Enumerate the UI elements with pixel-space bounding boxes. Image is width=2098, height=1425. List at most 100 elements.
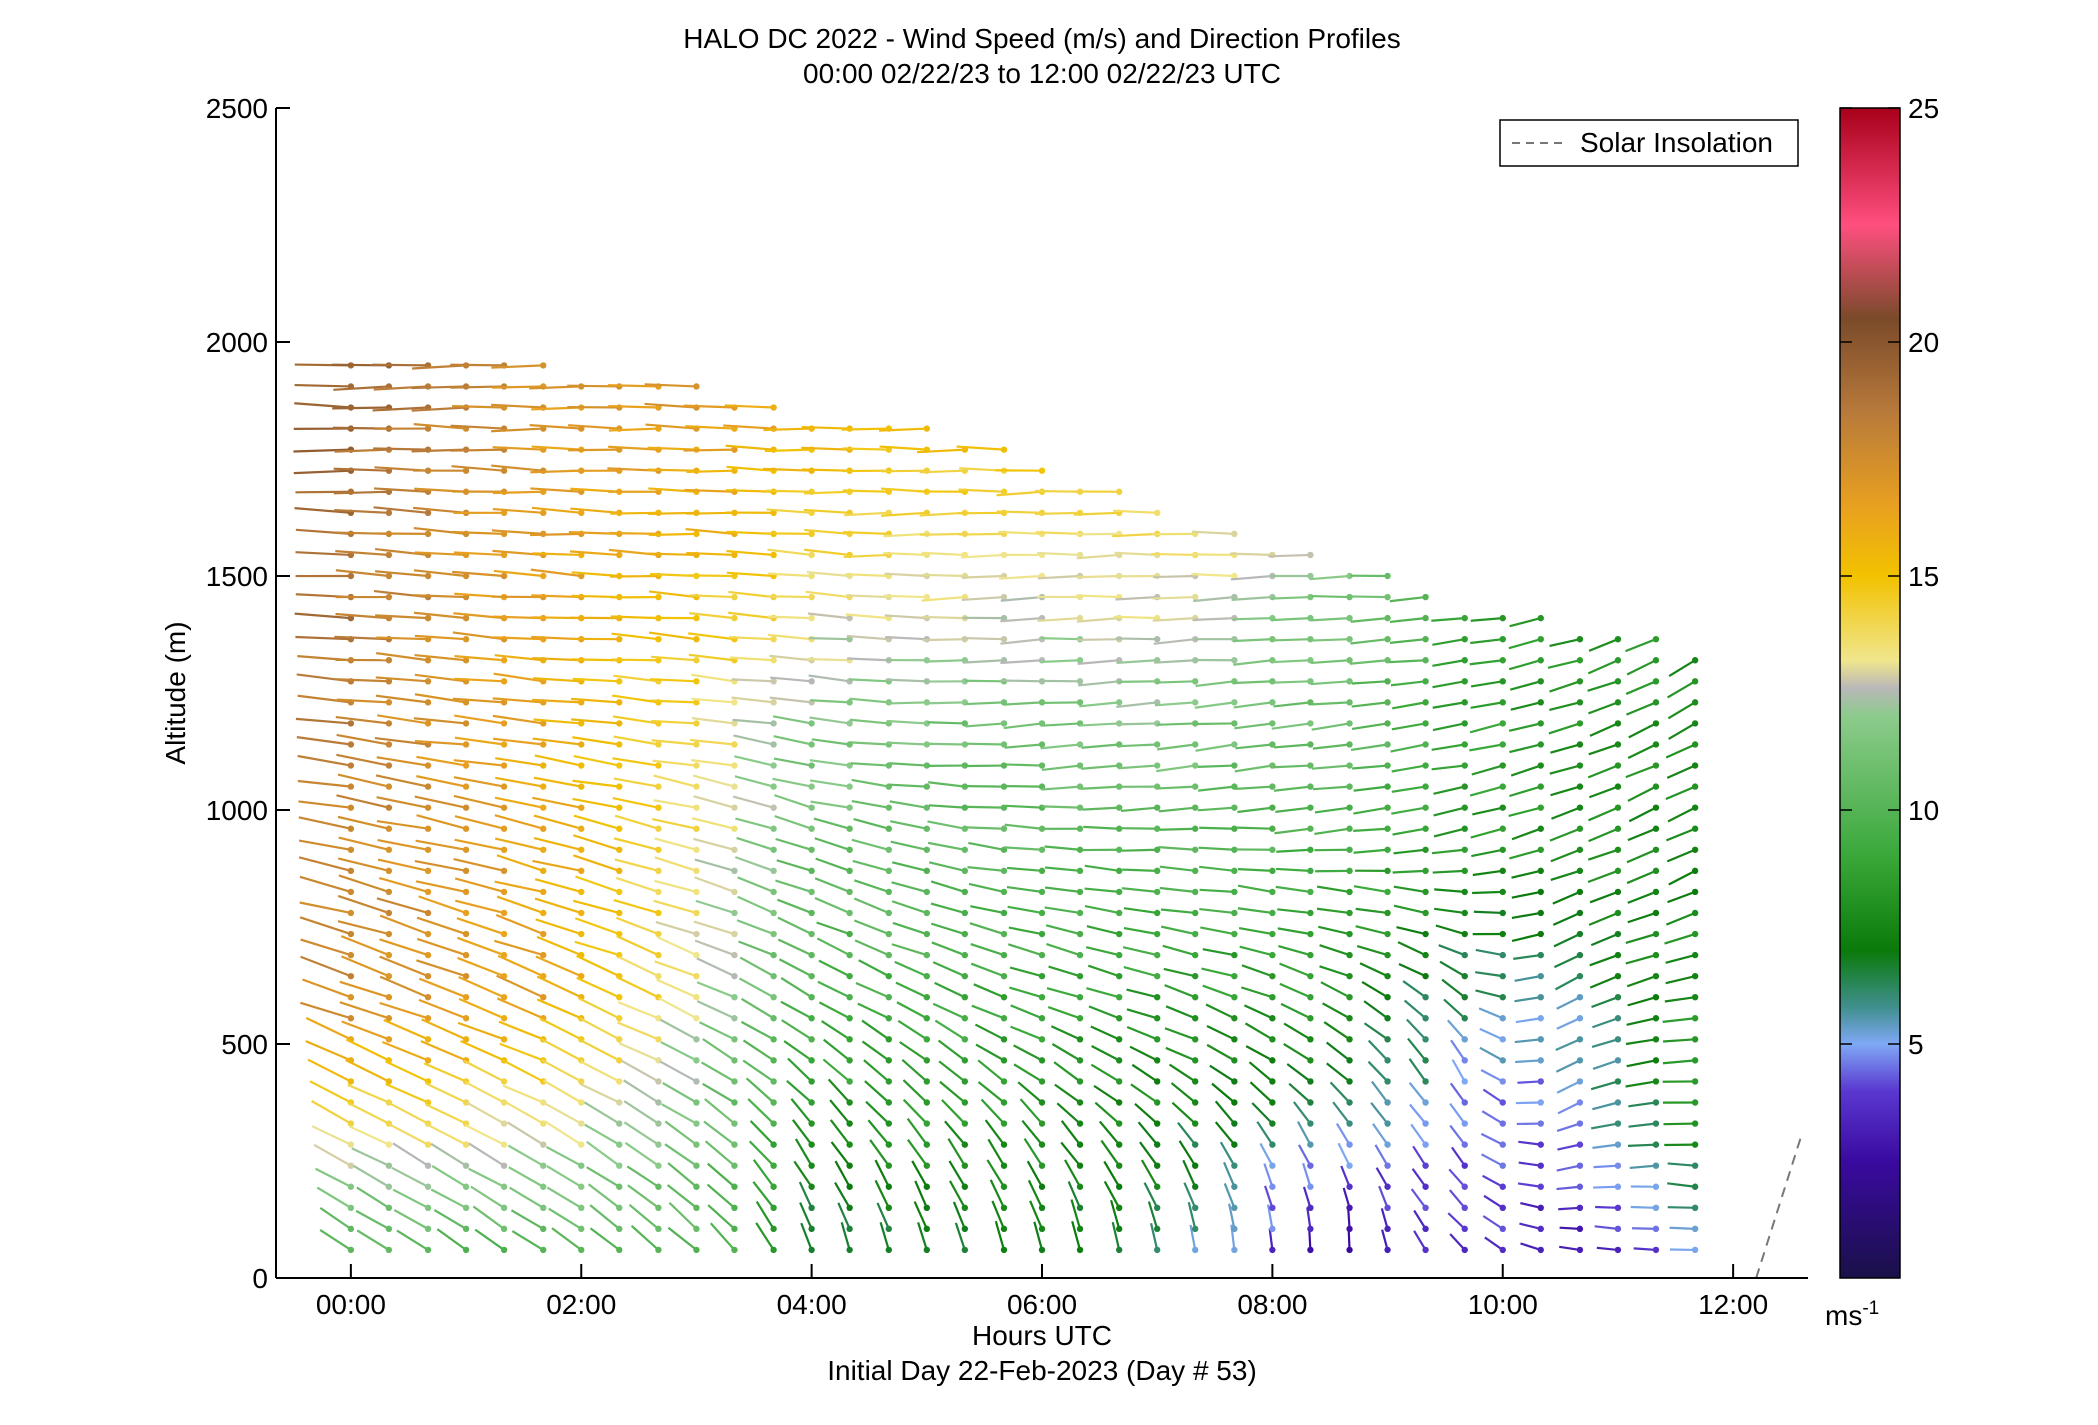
wind-arrow-head [1384, 1078, 1391, 1085]
wind-arrow-head [1192, 846, 1199, 853]
wind-arrow-head [1422, 1246, 1429, 1254]
wind-arrow-head [1076, 930, 1084, 938]
wind-arrow-head [347, 972, 355, 980]
wind-arrow-head [1384, 783, 1391, 790]
wind-arrow [628, 1203, 660, 1230]
wind-arrow [1232, 617, 1273, 621]
wind-arrow-head [1000, 909, 1008, 917]
wind-arrow [1071, 1221, 1082, 1251]
wind-arrow [1480, 1069, 1504, 1083]
wind-arrow-head [693, 1225, 700, 1233]
wind-arrow [1559, 1245, 1581, 1252]
wind-arrow-head [808, 1204, 815, 1212]
wind-arrow-head [770, 888, 777, 896]
wind-arrow-head [1422, 1141, 1429, 1148]
wind-arrow [458, 975, 505, 999]
wind-arrow [1094, 1101, 1120, 1125]
wind-arrow-head [1076, 994, 1084, 1001]
wind-arrow-head [1499, 741, 1506, 748]
wind-arrow-head [1346, 972, 1353, 980]
wind-arrow [1240, 986, 1273, 999]
wind-arrow-head [462, 720, 470, 727]
wind-arrow [892, 921, 928, 936]
wind-arrow [1275, 885, 1311, 893]
wind-arrow-head [808, 530, 815, 538]
wind-arrow [1309, 574, 1350, 581]
wind-arrow [496, 974, 544, 999]
wind-arrow [1156, 764, 1196, 773]
wind-arrow-head [693, 783, 700, 790]
wind-arrow-head [1231, 804, 1238, 811]
wind-arrow [1431, 764, 1465, 771]
wind-arrow [379, 938, 429, 957]
wind-arrow-head [1192, 888, 1199, 896]
wind-arrow [899, 1041, 928, 1062]
wind-arrow-head [385, 678, 393, 685]
wind-arrow [337, 815, 390, 830]
wind-arrow [792, 1119, 813, 1146]
wind-arrow [1051, 1043, 1081, 1062]
wind-arrow [1588, 785, 1619, 799]
wind-arrow-head [1038, 1183, 1046, 1190]
wind-arrow-head [1614, 762, 1622, 769]
wind-arrow [1665, 975, 1696, 985]
wind-arrow-head [1000, 593, 1008, 601]
wind-arrow [683, 404, 735, 409]
wind-arrow-head [385, 1225, 393, 1233]
wind-arrow-head [1384, 741, 1391, 748]
wind-arrow [734, 856, 774, 872]
wind-arrow [818, 1001, 851, 1020]
wind-arrow [723, 424, 774, 430]
wind-arrow-head [1346, 1204, 1353, 1212]
wind-arrow [1111, 1221, 1121, 1251]
wind-arrow-head [1499, 635, 1506, 643]
wind-arrow [1325, 1041, 1351, 1062]
wind-arrow [763, 427, 812, 432]
wind-arrow-head [770, 720, 777, 727]
wind-arrow [1199, 907, 1235, 915]
wind-arrow-head [1115, 972, 1123, 980]
wind-arrow-head [1422, 1162, 1429, 1169]
wind-arrow [493, 939, 544, 957]
wind-arrow [811, 738, 850, 746]
wind-arrow-head [885, 1057, 892, 1064]
wind-arrow-head [846, 994, 853, 1001]
wind-arrow [1077, 659, 1120, 665]
wind-arrow-head [885, 1036, 892, 1043]
wind-arrow [1550, 869, 1581, 881]
wind-arrow-head [1422, 846, 1429, 853]
wind-arrow-head [1076, 1162, 1084, 1169]
wind-arrow-head [1461, 1204, 1468, 1212]
wind-arrow [932, 961, 966, 978]
wind-arrow [1408, 1081, 1427, 1104]
wind-arrow [418, 895, 467, 914]
wind-arrow-head [1192, 804, 1199, 811]
wind-arrow-head [500, 1099, 508, 1106]
wind-arrow [298, 839, 352, 851]
wind-arrow-head [1153, 1057, 1161, 1064]
wind-arrow [805, 590, 850, 599]
wind-arrow [1302, 1162, 1312, 1188]
wind-arrow-head [885, 888, 892, 896]
wind-arrow-head [1691, 1204, 1699, 1212]
wind-arrow [341, 1020, 390, 1041]
wind-arrow-head [1269, 1162, 1276, 1169]
wind-arrow [1007, 905, 1043, 915]
wind-arrow-head [500, 994, 508, 1001]
wind-arrow-head [500, 783, 508, 790]
wind-arrow [1626, 659, 1657, 676]
wind-arrow [947, 1138, 966, 1167]
wind-arrow [1590, 1080, 1619, 1091]
wind-arrow-head [1038, 762, 1046, 769]
wind-arrow [1514, 996, 1541, 1003]
wind-arrow [707, 1162, 736, 1188]
wind-arrow [891, 881, 928, 893]
wind-arrow-head [731, 1057, 738, 1064]
wind-arrow-head [1499, 678, 1506, 685]
wind-arrow [1509, 785, 1542, 798]
wind-arrow [768, 572, 812, 578]
wind-arrow [613, 899, 659, 915]
wind-arrow-head [1231, 1078, 1238, 1085]
wind-arrow [426, 1123, 467, 1146]
wind-arrow [460, 1040, 505, 1062]
